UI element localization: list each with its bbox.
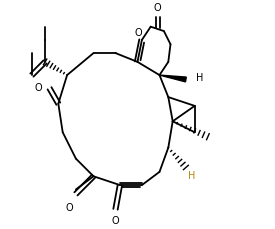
- Text: O: O: [154, 3, 161, 13]
- Text: O: O: [34, 83, 42, 93]
- Text: O: O: [135, 28, 142, 38]
- Text: O: O: [65, 203, 73, 213]
- Text: H: H: [196, 73, 203, 83]
- Text: O: O: [112, 216, 119, 226]
- Polygon shape: [160, 75, 186, 82]
- Text: H: H: [188, 171, 196, 181]
